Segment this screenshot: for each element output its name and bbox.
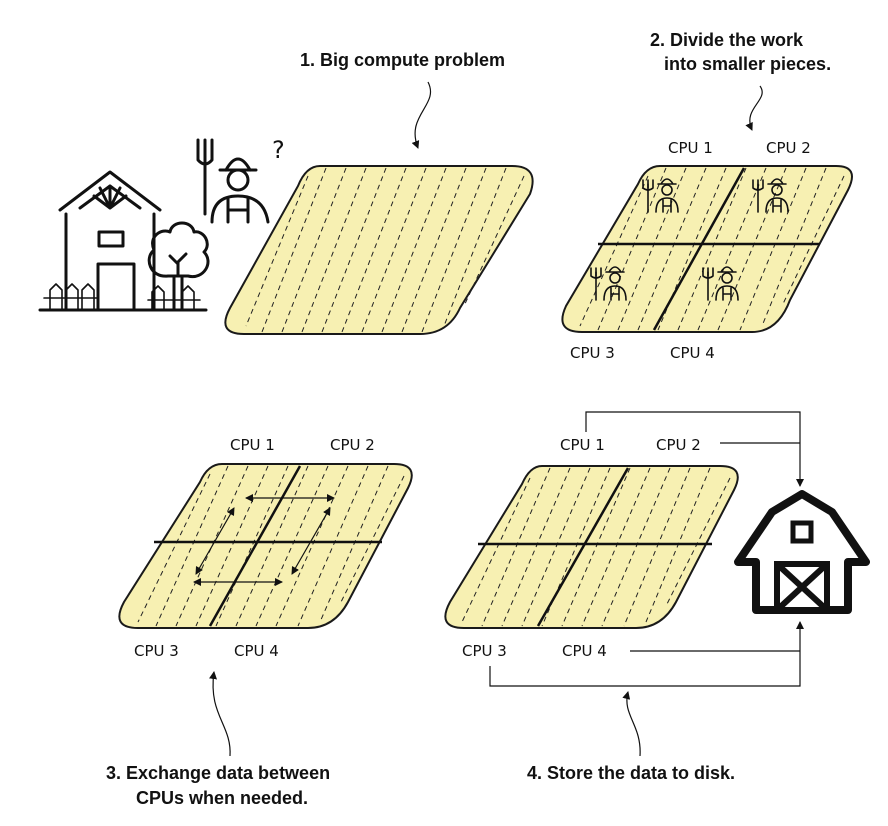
step4-pointer-arrow [622,691,641,757]
store-cpu3-label: CPU 3 [462,642,507,660]
tree-icon [147,221,210,312]
storage-connectors [489,411,804,687]
divide-cpu2-label: CPU 2 [766,139,811,157]
exchange-cpu3-label: CPU 3 [134,642,179,660]
connector-cpu3 [489,621,804,687]
step2-pointer-arrow [745,85,763,131]
step3-pointer-arrow [209,671,231,757]
divide-cpu1-label: CPU 1 [668,139,713,157]
step1-pointer-arrow [411,81,431,149]
step3-caption-line2: CPUs when needed. [136,788,308,808]
exchange-cpu1-label: CPU 1 [230,436,275,454]
exchange-arrow-left [195,507,235,575]
field-divider-vertical [652,167,746,331]
divide-cpu4-label: CPU 4 [670,344,715,362]
field-divider-vertical [208,465,302,627]
field-big-problem [224,165,534,335]
field-furrows [245,167,525,333]
step1-caption: 1. Big compute problem [300,50,505,70]
field-furrows [137,465,405,627]
field-exchange [118,463,413,629]
store-cpu2-label: CPU 2 [656,436,701,454]
step4-caption: 4. Store the data to disk. [527,763,735,783]
exchange-cpu4-label: CPU 4 [234,642,279,660]
field-divider-vertical [536,467,630,627]
field-shape [561,165,853,333]
question-mark: ? [272,136,285,164]
step2-caption-line2: into smaller pieces. [664,54,831,74]
connector-cpu1 [585,411,804,487]
step2-caption-line1: 2. Divide the work [650,30,804,50]
farmhouse-icon [58,170,162,312]
divide-cpu3-label: CPU 3 [570,344,615,362]
store-cpu4-label: CPU 4 [562,642,607,660]
step3-caption-line1: 3. Exchange data between [106,763,330,783]
field-divided [561,165,853,333]
field-shape [118,463,413,629]
field-store [444,465,739,629]
exchange-arrow-right [291,507,331,575]
farmer-icon [210,157,270,224]
pitchfork-icon [196,138,214,216]
store-cpu1-label: CPU 1 [560,436,605,454]
exchange-cpu2-label: CPU 2 [330,436,375,454]
field-shape [224,165,534,335]
barn-icon [734,490,870,614]
